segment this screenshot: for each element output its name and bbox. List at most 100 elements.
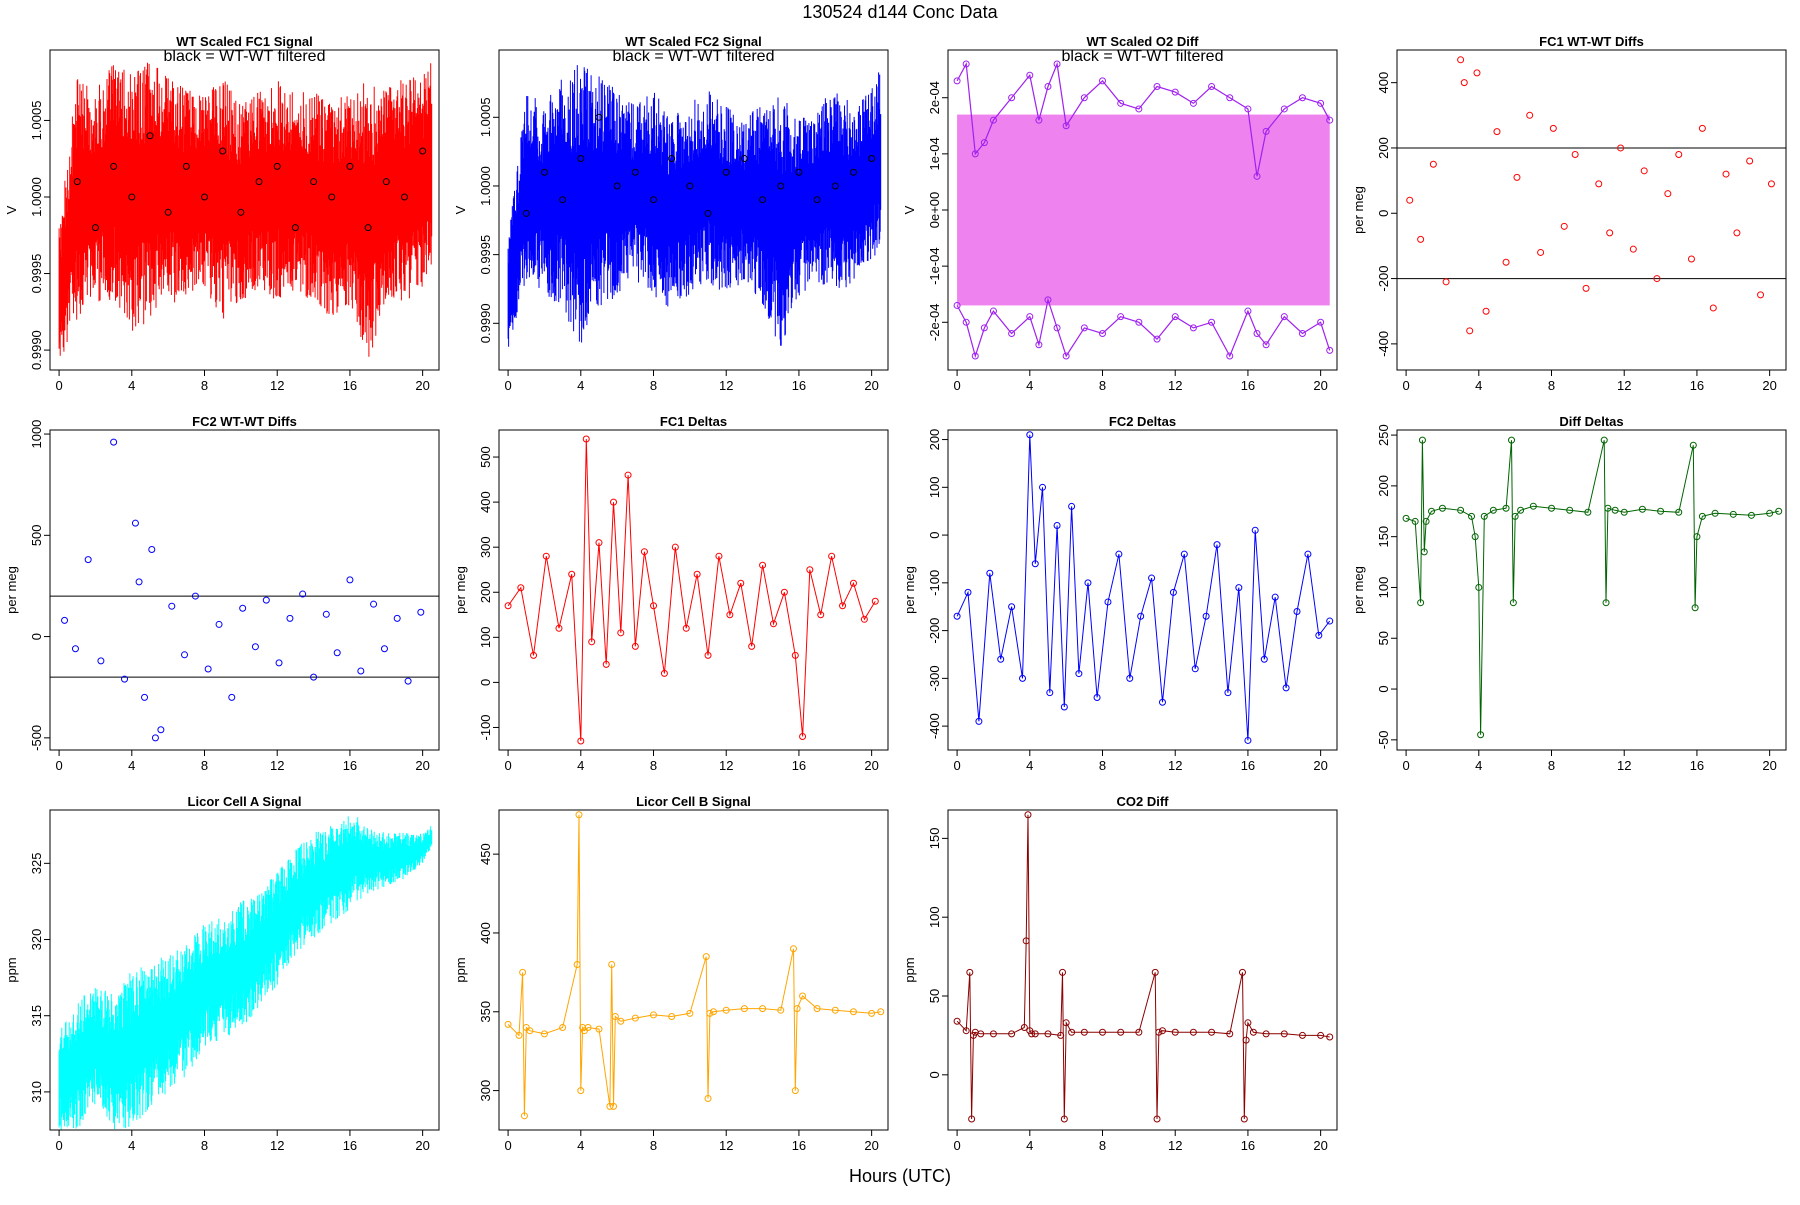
x-tick-label: 20 — [415, 378, 429, 393]
envelope-point — [1135, 318, 1143, 326]
data-point — [275, 659, 283, 667]
data-point — [1244, 1019, 1252, 1027]
chart-title: WT Scaled FC1 Signal — [176, 34, 313, 49]
plot-area — [58, 62, 433, 357]
legend-text: black = WT-WT filtered — [1062, 48, 1224, 65]
data-point — [1457, 56, 1465, 64]
data-point — [602, 660, 610, 668]
data-point — [748, 642, 756, 650]
envelope-point — [1080, 94, 1088, 102]
filtered-point — [91, 224, 99, 232]
y-tick-label: 50 — [1376, 631, 1391, 645]
plot-area — [953, 431, 1334, 744]
envelope-line — [956, 61, 1331, 177]
data-point — [793, 1005, 801, 1013]
plot-area — [504, 811, 885, 1120]
data-point — [251, 643, 259, 651]
x-tick-label: 16 — [343, 758, 357, 773]
x-tick-label: 0 — [504, 1138, 511, 1153]
y-axis-label: per meg — [4, 566, 19, 614]
y-tick-label: -200 — [927, 618, 942, 644]
series-line — [1405, 440, 1779, 735]
data-point — [1566, 506, 1574, 514]
data-point — [1709, 304, 1717, 312]
data-point — [1460, 79, 1468, 87]
y-tick-label: 100 — [927, 906, 942, 928]
filtered-point — [577, 154, 585, 162]
plot-frame — [1396, 49, 1787, 371]
y-tick-label: 325 — [29, 852, 44, 874]
y-tick-label: 0 — [927, 1071, 942, 1078]
data-point — [588, 638, 596, 646]
y-axis-label: per meg — [1351, 566, 1366, 614]
data-point — [868, 1009, 876, 1017]
data-point — [640, 548, 648, 556]
data-point — [1115, 550, 1123, 558]
data-point — [1151, 968, 1159, 976]
data-point — [1411, 517, 1419, 525]
data-point — [1509, 599, 1517, 607]
filtered-point — [419, 147, 427, 155]
x-tick-label: 12 — [1168, 378, 1182, 393]
plot-area — [953, 60, 1334, 360]
filtered-point — [795, 168, 803, 176]
envelope-point — [962, 318, 970, 326]
data-point — [148, 545, 156, 553]
envelope-point — [1062, 352, 1070, 360]
filtered-point — [110, 162, 118, 170]
y-tick-label: -200 — [1376, 266, 1391, 292]
data-point — [1024, 811, 1032, 819]
envelope-point — [962, 60, 970, 68]
data-point — [1062, 1019, 1070, 1027]
data-point — [1053, 522, 1061, 530]
x-tick-label: 16 — [792, 378, 806, 393]
legend-text: black = WT-WT filtered — [164, 48, 326, 65]
envelope-point — [980, 324, 988, 332]
data-point — [617, 1017, 625, 1025]
data-point — [1582, 284, 1590, 292]
data-point — [650, 1011, 658, 1019]
data-point — [1244, 736, 1252, 744]
filtered-point — [813, 196, 821, 204]
y-tick-label: 0.9990 — [478, 303, 493, 343]
x-tick-label: 8 — [650, 1138, 657, 1153]
data-point — [577, 1087, 585, 1095]
x-tick-label: 16 — [792, 758, 806, 773]
plot-frame — [498, 49, 889, 371]
data-point — [860, 615, 868, 623]
x-tick-label: 20 — [415, 1138, 429, 1153]
chart-p6: FC1 Deltas 0 4 8 12 16 20 -100 0 100 200 300 400 500 p… — [453, 414, 889, 773]
data-point — [1766, 509, 1774, 517]
x-tick-label: 4 — [1026, 758, 1033, 773]
x-tick-label: 8 — [650, 758, 657, 773]
data-point — [1293, 607, 1301, 615]
y-tick-label: 310 — [29, 1081, 44, 1103]
data-point — [1489, 506, 1497, 514]
y-tick-label: 300 — [478, 1080, 493, 1102]
data-point — [789, 945, 797, 953]
data-point — [726, 611, 734, 619]
y-tick-label: -100 — [927, 570, 942, 596]
envelope-point — [1171, 313, 1179, 321]
y-tick-label: -300 — [927, 665, 942, 691]
x-tick-label: 12 — [719, 758, 733, 773]
filtered-point — [668, 154, 676, 162]
data-point — [1775, 507, 1783, 515]
data-point — [791, 651, 799, 659]
data-point — [181, 651, 189, 659]
data-point — [1240, 1115, 1248, 1123]
data-point — [346, 576, 354, 584]
envelope-point — [1317, 99, 1325, 107]
y-tick-label: 0.9990 — [29, 330, 44, 370]
data-point — [839, 602, 847, 610]
filtered-point — [255, 178, 263, 186]
data-point — [1060, 1115, 1068, 1123]
chart-title: FC2 WT-WT Diffs — [192, 414, 297, 429]
data-point — [1262, 1030, 1270, 1038]
plot-frame — [49, 809, 440, 1131]
data-point — [1620, 508, 1628, 516]
filtered-point — [400, 193, 408, 201]
chart-title: WT Scaled FC2 Signal — [625, 34, 762, 49]
x-tick-label: 0 — [55, 1138, 62, 1153]
envelope-point — [1117, 99, 1125, 107]
